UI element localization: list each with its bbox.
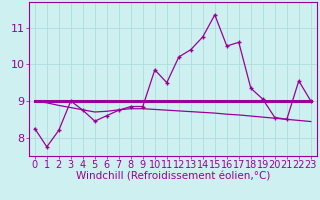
X-axis label: Windchill (Refroidissement éolien,°C): Windchill (Refroidissement éolien,°C) xyxy=(76,172,270,182)
